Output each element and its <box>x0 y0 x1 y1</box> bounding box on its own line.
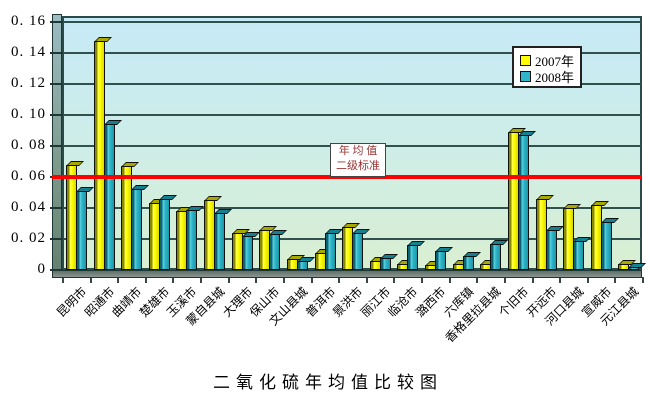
y-axis-tick <box>50 145 63 147</box>
x-axis-tick <box>255 277 257 283</box>
bar-2008年-香格里拉县城 <box>490 240 508 270</box>
y-axis-tick <box>50 207 63 209</box>
y-axis-tick <box>50 269 63 271</box>
bar-2007年-河口县城 <box>563 204 581 270</box>
y-tick-label: 0. 02 <box>11 230 46 246</box>
gridline <box>62 114 642 116</box>
y-axis-tick <box>50 83 63 85</box>
bar-2008年-临沧市 <box>407 241 425 270</box>
bar-2008年-宣威市 <box>601 218 619 270</box>
x-axis-tick <box>449 277 451 283</box>
y-tick-label: 0. 16 <box>11 13 46 29</box>
x-axis-tick <box>421 277 423 283</box>
y-tick-label: 0. 12 <box>11 75 46 91</box>
y-tick-label: 0. 10 <box>11 106 46 122</box>
gridline <box>62 83 642 85</box>
x-axis-tick <box>366 277 368 283</box>
bar-2008年-大理市 <box>242 232 260 270</box>
bar-2008年-昭通市 <box>104 120 122 270</box>
bar-2008年-蒙自县城 <box>214 209 232 270</box>
x-axis-tick <box>90 277 92 283</box>
bar-2008年-元江县城 <box>628 263 646 270</box>
legend: 2007年 2008年 <box>512 46 582 88</box>
y-tick-label: 0. 08 <box>11 137 46 153</box>
bar-2008年-文山县城 <box>297 257 315 270</box>
legend-swatch-2008 <box>520 70 531 82</box>
bar-2008年-昆明市 <box>76 187 94 270</box>
x-axis-tick <box>476 277 478 283</box>
legend-label-2008: 2008年 <box>535 69 575 85</box>
x-axis-tick <box>559 277 561 283</box>
x-axis-tick <box>62 277 64 283</box>
x-axis-tick <box>117 277 119 283</box>
bar-2008年-开远市 <box>546 226 564 270</box>
gridline <box>62 52 642 54</box>
bar-top-3d <box>628 263 646 268</box>
x-axis-tick <box>504 277 506 283</box>
bar-2008年-六库镇 <box>463 252 481 270</box>
y-tick-label: 0. 06 <box>11 168 46 184</box>
y-axis-tick <box>50 52 63 54</box>
x-axis-floor-3d <box>52 270 642 278</box>
chart-title: 二氧化硫年均值比较图 <box>213 373 443 392</box>
x-axis-tick <box>283 277 285 283</box>
legend-item-2007: 2007年 <box>520 52 580 69</box>
bar-2008年-丽江市 <box>380 254 398 270</box>
annotation-line1: 年 均 值 <box>338 145 378 157</box>
y-axis-tick <box>50 238 63 240</box>
bar-2008年-保山市 <box>269 230 287 270</box>
y-axis-tick <box>50 114 63 116</box>
standard-annotation-box: 年 均 值 二级标准 <box>330 143 386 177</box>
x-axis-tick <box>338 277 340 283</box>
x-axis-tick <box>172 277 174 283</box>
bar-2008年-个旧市 <box>518 131 536 270</box>
x-axis-tick <box>532 277 534 283</box>
x-axis-tick <box>311 277 313 283</box>
bar-2008年-玉溪市 <box>186 206 204 270</box>
gridline <box>62 21 642 23</box>
x-axis-tick <box>587 277 589 283</box>
bar-2008年-曲靖市 <box>131 185 149 270</box>
x-axis-tick <box>614 277 616 283</box>
bar-2008年-景洪市 <box>352 229 370 270</box>
x-axis-tick <box>200 277 202 283</box>
x-axis-tick <box>228 277 230 283</box>
reference-line <box>52 175 642 179</box>
annotation-line2: 二级标准 <box>336 160 380 172</box>
x-axis-tick <box>642 277 644 283</box>
legend-label-2007: 2007年 <box>535 53 575 69</box>
y-axis-tick <box>50 21 63 23</box>
y-tick-label: 0. 14 <box>11 44 46 60</box>
x-axis-tick <box>393 277 395 283</box>
bar-2008年-潞西市 <box>435 247 453 270</box>
bar-2008年-楚雄市 <box>159 195 177 270</box>
y-tick-label: 0. 04 <box>11 199 46 215</box>
bar-2008年-普洱市 <box>325 229 343 270</box>
y-tick-label: 0 <box>37 261 46 277</box>
bar-2008年-河口县城 <box>573 237 591 270</box>
gridline <box>62 207 642 209</box>
x-axis-tick <box>145 277 147 283</box>
legend-item-2008: 2008年 <box>520 68 580 85</box>
legend-swatch-2007 <box>520 54 531 66</box>
